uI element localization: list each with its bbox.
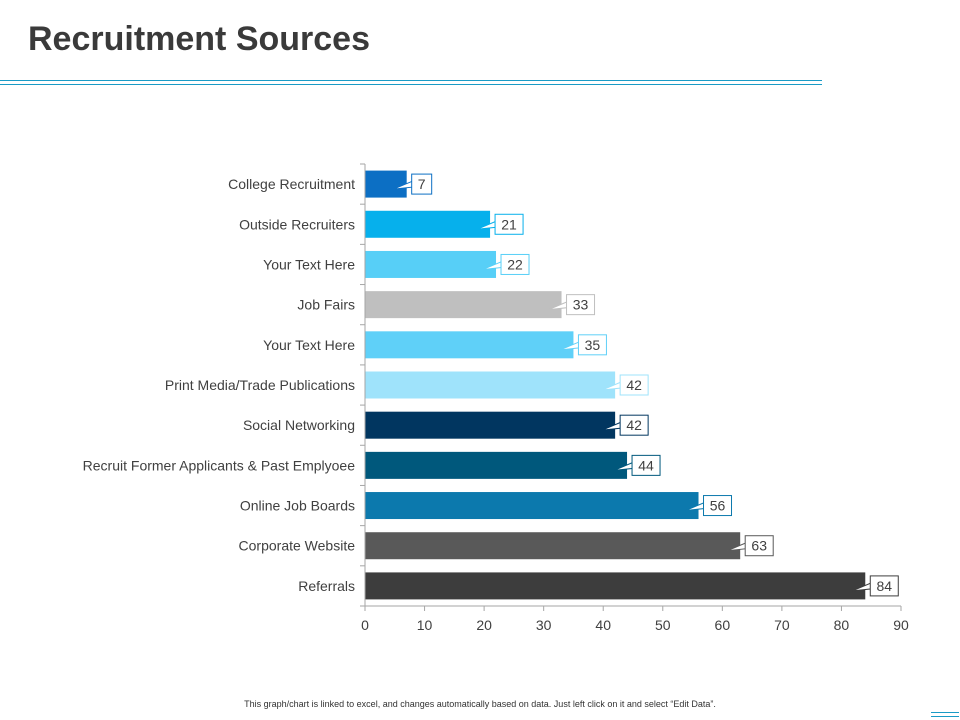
category-label: Referrals — [298, 578, 355, 594]
data-label: 63 — [751, 538, 767, 554]
corner-accent-line-top — [931, 712, 959, 713]
category-label: Print Media/Trade Publications — [165, 377, 355, 393]
data-label: 22 — [507, 256, 523, 272]
data-label-box — [631, 454, 661, 476]
bar — [365, 451, 628, 479]
bar — [365, 210, 491, 238]
data-label-box — [411, 173, 433, 195]
x-tick-label: 20 — [476, 617, 492, 633]
bar — [365, 250, 497, 278]
data-label: 42 — [626, 417, 642, 433]
data-label-box — [869, 575, 899, 597]
category-label: College Recruitment — [228, 176, 355, 192]
category-label: Corporate Website — [239, 538, 356, 554]
x-tick-label: 50 — [655, 617, 671, 633]
data-label-box — [566, 294, 596, 316]
category-label: Job Fairs — [297, 297, 355, 313]
category-label: Social Networking — [243, 417, 355, 433]
x-tick-label: 0 — [361, 617, 369, 633]
bar — [365, 572, 866, 600]
category-label: Your Text Here — [263, 256, 355, 272]
category-label: Your Text Here — [263, 337, 355, 353]
category-label: Online Job Boards — [240, 498, 355, 514]
page-title: Recruitment Sources — [28, 20, 370, 58]
data-label: 84 — [876, 578, 892, 594]
data-label: 21 — [501, 216, 517, 232]
data-label: 42 — [626, 377, 642, 393]
x-tick-label: 30 — [536, 617, 552, 633]
x-tick-label: 70 — [774, 617, 790, 633]
data-label-box — [494, 213, 524, 235]
x-tick-label: 80 — [834, 617, 850, 633]
x-tick-label: 40 — [595, 617, 611, 633]
data-label: 44 — [638, 457, 654, 473]
x-tick-label: 90 — [893, 617, 909, 633]
bar — [365, 411, 616, 439]
category-label: Recruit Former Applicants & Past Emplyoe… — [83, 457, 356, 473]
title-underline-top — [0, 80, 822, 81]
data-label: 56 — [710, 498, 726, 514]
corner-accent-line-bottom — [931, 716, 959, 717]
bar — [365, 331, 574, 359]
data-label-box — [619, 414, 649, 436]
data-label-box — [500, 253, 530, 275]
bar — [365, 291, 562, 319]
data-label-box — [744, 535, 774, 557]
data-label-box — [577, 334, 607, 356]
title-underline-bottom — [0, 84, 822, 85]
data-label: 35 — [585, 337, 601, 353]
data-label: 7 — [418, 176, 426, 192]
data-label-box — [703, 495, 733, 517]
data-label: 33 — [573, 297, 589, 313]
bar — [365, 170, 407, 198]
bar — [365, 492, 699, 520]
x-tick-label: 10 — [417, 617, 433, 633]
category-label: Outside Recruiters — [239, 216, 355, 232]
data-label-box — [619, 374, 649, 396]
footnote: This graph/chart is linked to excel, and… — [244, 699, 716, 709]
bar — [365, 532, 741, 560]
x-tick-label: 60 — [715, 617, 731, 633]
bar — [365, 371, 616, 399]
